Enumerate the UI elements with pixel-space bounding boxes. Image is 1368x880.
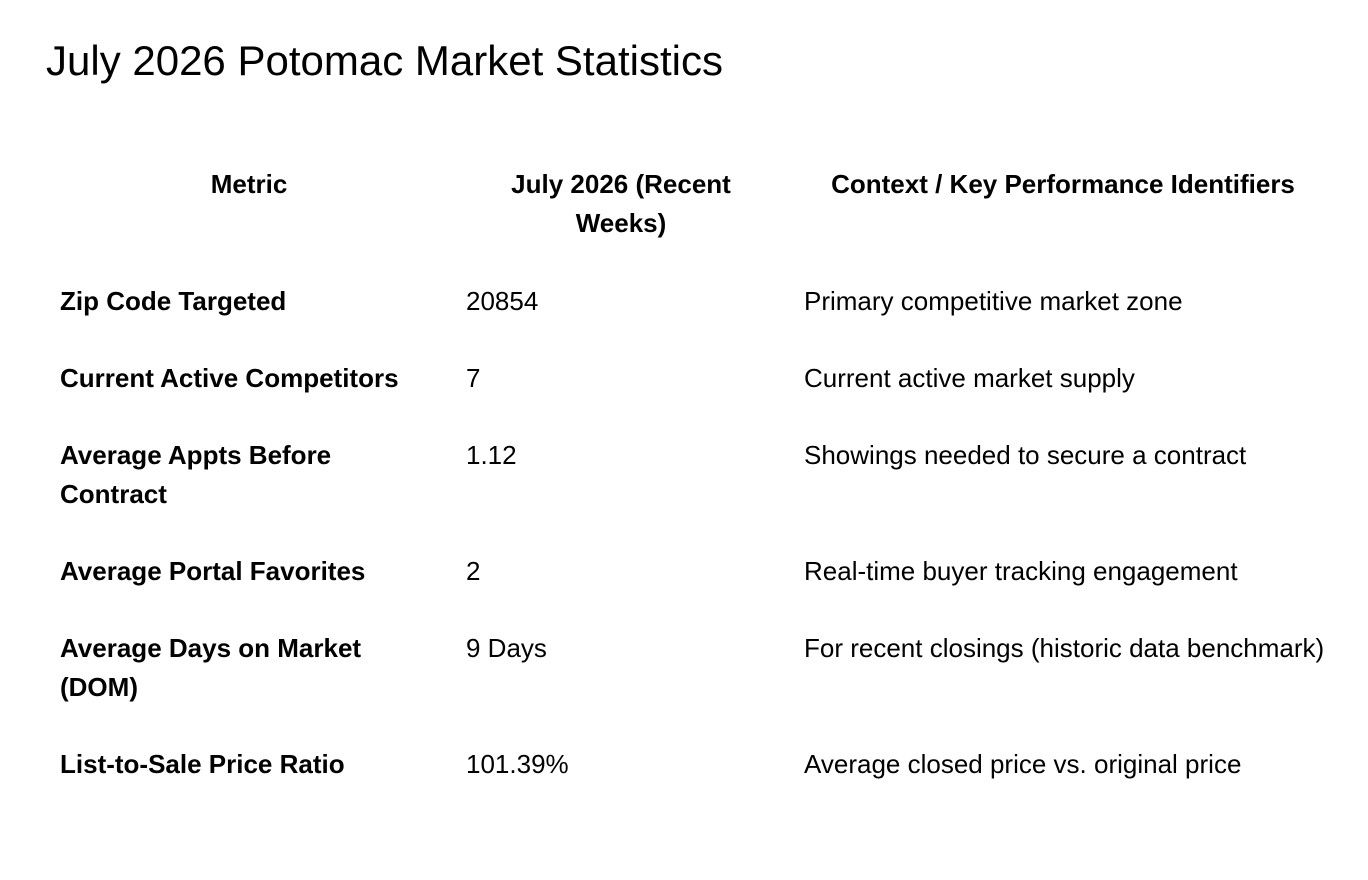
value-cell: 101.39%: [466, 749, 569, 779]
context-cell: Average closed price vs. original price: [804, 749, 1242, 779]
table-row: Current Active Competitors 7 Current act…: [46, 340, 1336, 417]
table-row: Average Days on Market (DOM) 9 Days For …: [46, 610, 1336, 726]
metric-cell: Average Days on Market (DOM): [60, 633, 362, 702]
value-cell: 1.12: [466, 440, 517, 470]
context-cell: Showings needed to secure a contract: [804, 440, 1247, 470]
value-cell: 9 Days: [466, 633, 547, 663]
page-title: July 2026 Potomac Market Statistics: [46, 37, 723, 84]
table-row: Average Appts Before Contract 1.12 Showi…: [46, 417, 1336, 533]
metric-cell: Zip Code Targeted: [60, 286, 287, 316]
column-header-value: July 2026 (Recent Weeks): [511, 169, 731, 238]
table-header-row: Metric July 2026 (Recent Weeks) Context …: [46, 152, 1336, 263]
context-cell: For recent closings (historic data bench…: [804, 633, 1325, 663]
context-cell: Real-time buyer tracking engagement: [804, 556, 1238, 586]
context-cell: Primary competitive market zone: [804, 286, 1183, 316]
market-statistics-table: Metric July 2026 (Recent Weeks) Context …: [46, 152, 1336, 803]
table-row: Average Portal Favorites 2 Real-time buy…: [46, 533, 1336, 610]
metric-cell: List-to-Sale Price Ratio: [60, 749, 345, 779]
metric-cell: Average Portal Favorites: [60, 556, 366, 586]
column-header-metric: Metric: [210, 169, 288, 199]
value-cell: 20854: [466, 286, 539, 316]
column-header-context: Context / Key Performance Identifiers: [831, 169, 1295, 199]
table-row: List-to-Sale Price Ratio 101.39% Average…: [46, 726, 1336, 803]
value-cell: 2: [466, 556, 481, 586]
metric-cell: Current Active Competitors: [60, 363, 399, 393]
metric-cell: Average Appts Before Contract: [60, 440, 332, 509]
context-cell: Current active market supply: [804, 363, 1135, 393]
table-row: Zip Code Targeted 20854 Primary competit…: [46, 263, 1336, 340]
value-cell: 7: [466, 363, 481, 393]
